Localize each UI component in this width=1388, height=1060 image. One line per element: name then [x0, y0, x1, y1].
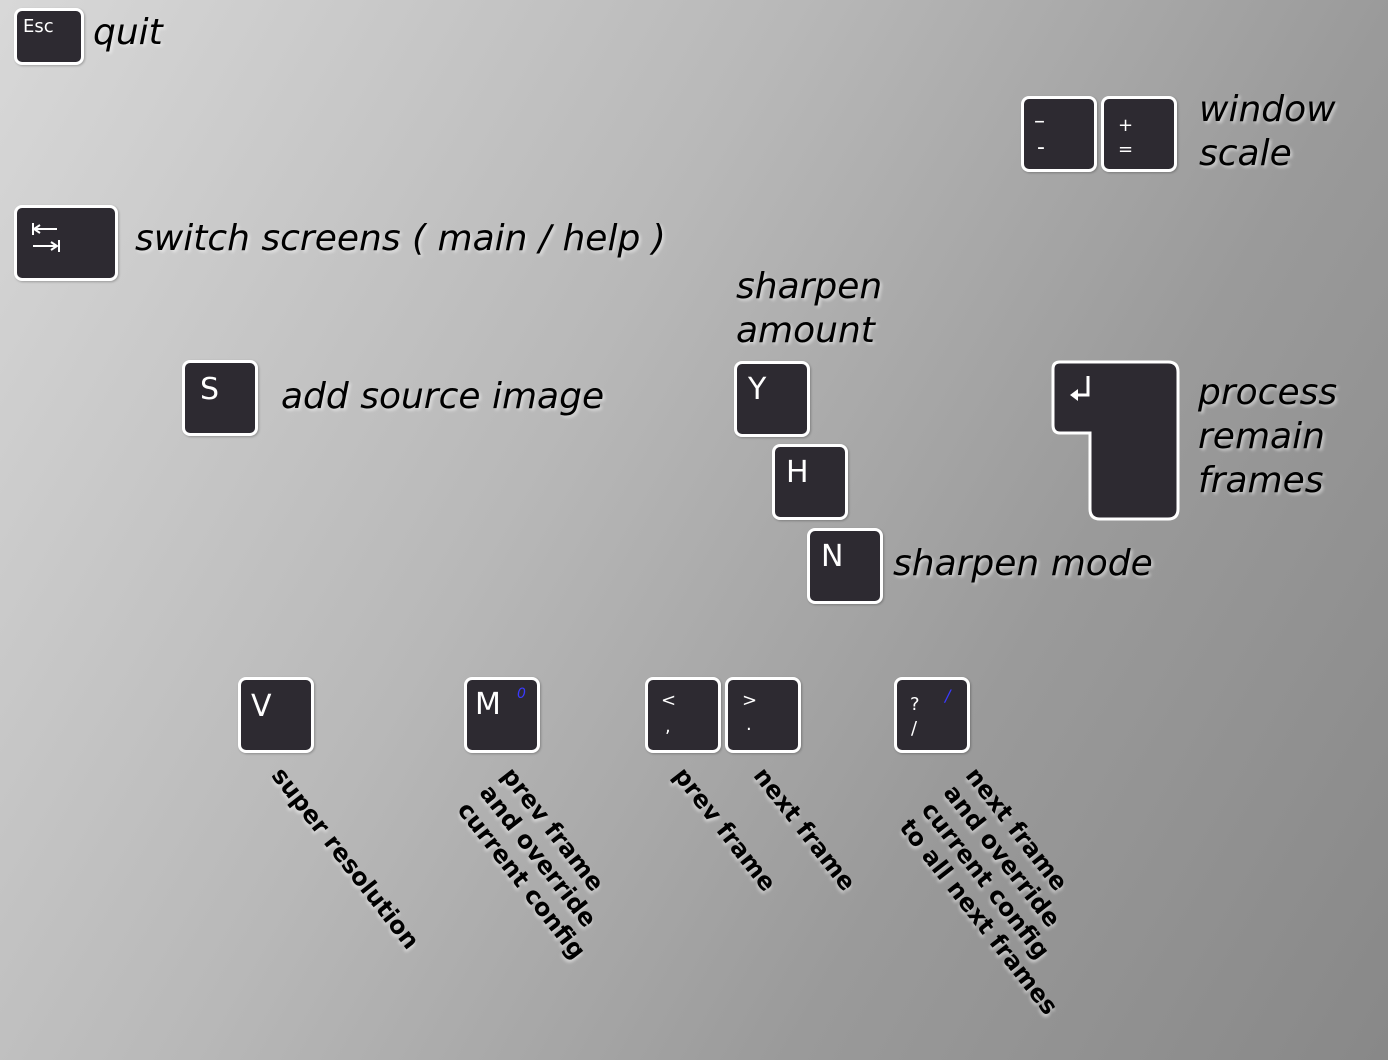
m-key[interactable]: M 0: [464, 677, 540, 753]
slash-key[interactable]: ? / /: [894, 677, 970, 753]
add-source-image-label: add source image: [281, 376, 605, 417]
process-remain-frames-label: process remain frames: [1198, 372, 1338, 501]
plus-key[interactable]: + =: [1101, 96, 1177, 172]
slash-key-top: ?: [910, 694, 920, 715]
y-key[interactable]: Y: [734, 361, 810, 437]
m-key-label: prev frame and override current config: [451, 762, 610, 965]
plus-key-bottom: =: [1118, 139, 1134, 160]
sharpen-amount-label: sharpen amount: [736, 266, 883, 351]
v-key[interactable]: V: [238, 677, 314, 753]
minus-key-bottom: -: [1037, 135, 1045, 160]
tab-icon: [32, 223, 60, 252]
minus-key-top: –: [1034, 109, 1045, 134]
h-key[interactable]: H: [772, 444, 848, 520]
quit-label: quit: [93, 12, 163, 53]
minus-key[interactable]: – -: [1021, 96, 1097, 172]
s-key[interactable]: S: [182, 360, 258, 436]
plus-key-top: +: [1118, 115, 1134, 136]
v-key-legend: V: [251, 689, 272, 724]
slash-key-alt-legend: /: [945, 686, 951, 705]
esc-key-legend: Esc: [23, 16, 54, 37]
sharpen-mode-label: sharpen mode: [893, 543, 1153, 584]
h-key-legend: H: [786, 455, 809, 490]
period-key-top: >: [742, 690, 758, 711]
period-key[interactable]: > .: [725, 677, 801, 753]
enter-key[interactable]: [1050, 359, 1184, 525]
slash-key-label: next frame and override current config t…: [893, 762, 1074, 1021]
comma-key-top: <: [661, 690, 677, 711]
enter-icon: [1070, 376, 1090, 401]
tab-key[interactable]: [14, 205, 118, 281]
m-key-legend: M: [475, 687, 501, 722]
slash-key-bottom: /: [911, 718, 918, 739]
comma-key-bottom: ,: [665, 716, 671, 737]
window-scale-label: window scale: [1199, 89, 1336, 174]
n-key-legend: N: [821, 539, 844, 574]
comma-key[interactable]: < ,: [645, 677, 721, 753]
esc-key[interactable]: Esc: [14, 8, 84, 65]
super-resolution-label: super resolution: [265, 762, 425, 955]
n-key[interactable]: N: [807, 528, 883, 604]
y-key-legend: Y: [748, 372, 767, 407]
s-key-legend: S: [200, 372, 220, 407]
m-key-alt-legend: 0: [517, 686, 526, 702]
period-key-bottom: .: [746, 714, 752, 735]
switch-screens-label: switch screens ( main / help ): [135, 218, 666, 259]
